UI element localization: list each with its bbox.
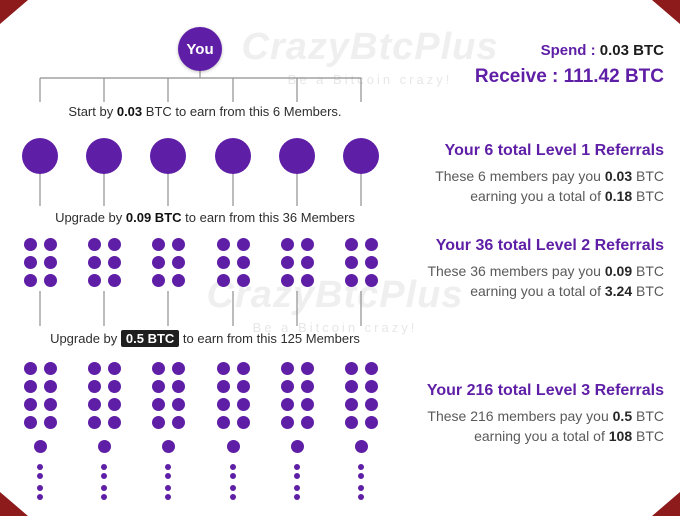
pay-amount: 0.5 [612, 408, 633, 424]
note-prefix: Start by [68, 104, 117, 119]
earn-amount: 108 [608, 428, 633, 444]
earn-amount: 0.18 [604, 188, 633, 204]
level1-earn-line: earning you a total of 0.18 BTC [364, 186, 664, 206]
level1-pay-line: These 6 members pay you 0.03 BTC [364, 166, 664, 186]
note-prefix: Upgrade by [55, 210, 126, 225]
level1-summary-block: Your 6 total Level 1 Referrals These 6 m… [364, 142, 664, 206]
note-suffix: BTC to earn from this 6 Members. [142, 104, 342, 119]
corner-accent-top-left [0, 0, 28, 24]
earn-suffix: BTC [632, 188, 664, 204]
earn-suffix: BTC [632, 283, 664, 299]
pay-suffix: BTC [632, 408, 664, 424]
note-amount: 0.09 BTC [125, 210, 182, 225]
pay-amount: 0.03 [604, 168, 633, 184]
level3-pay-line: These 216 members pay you 0.5 BTC [364, 406, 664, 426]
level1-note: Start by 0.03 BTC to earn from this 6 Me… [0, 104, 410, 119]
spend-label: Spend : [540, 42, 596, 59]
level3-summary-block: Your 216 total Level 3 Referrals These 2… [364, 382, 664, 446]
level1-heading: Your 6 total Level 1 Referrals [444, 142, 664, 159]
level2-heading: Your 36 total Level 2 Referrals [435, 237, 664, 254]
receive-line: Receive : 111.42 BTC [475, 66, 664, 88]
level2-summary-block: Your 36 total Level 2 Referrals These 36… [364, 237, 664, 301]
spend-value: 0.03 BTC [599, 42, 664, 59]
receive-label: Receive : [474, 66, 559, 87]
corner-accent-bottom-right [652, 492, 680, 516]
level2-note: Upgrade by 0.09 BTC to earn from this 36… [0, 210, 410, 225]
note-amount: 0.03 [116, 104, 143, 119]
level2-pay-line: These 36 members pay you 0.09 BTC [364, 261, 664, 281]
corner-accent-bottom-left [0, 492, 28, 516]
pay-suffix: BTC [632, 168, 664, 184]
earn-amount: 3.24 [604, 283, 633, 299]
pay-prefix: These 6 members pay you [435, 168, 605, 184]
pay-suffix: BTC [632, 263, 664, 279]
level2-earn-line: earning you a total of 3.24 BTC [364, 281, 664, 301]
earn-prefix: earning you a total of [470, 188, 605, 204]
earn-prefix: earning you a total of [474, 428, 609, 444]
note-prefix: Upgrade by [50, 331, 121, 346]
spend-line: Spend : 0.03 BTC [475, 42, 664, 59]
corner-accent-top-right [652, 0, 680, 24]
level3-note: Upgrade by 0.5 BTC to earn from this 125… [0, 330, 410, 347]
note-suffix: to earn from this 36 Members [181, 210, 355, 225]
earn-prefix: earning you a total of [470, 283, 605, 299]
pay-prefix: These 216 members pay you [427, 408, 613, 424]
receive-value: 111.42 BTC [563, 66, 664, 87]
earn-suffix: BTC [632, 428, 664, 444]
pay-amount: 0.09 [604, 263, 633, 279]
level3-earn-line: earning you a total of 108 BTC [364, 426, 664, 446]
note-suffix: to earn from this 125 Members [179, 331, 360, 346]
root-you-label: You [186, 40, 214, 58]
spend-receive-summary: Spend : 0.03 BTC Receive : 111.42 BTC [475, 42, 664, 88]
level3-heading: Your 216 total Level 3 Referrals [426, 382, 664, 399]
note-amount-badge: 0.5 BTC [120, 330, 180, 347]
root-you-node: You [178, 27, 222, 71]
pay-prefix: These 36 members pay you [427, 263, 605, 279]
